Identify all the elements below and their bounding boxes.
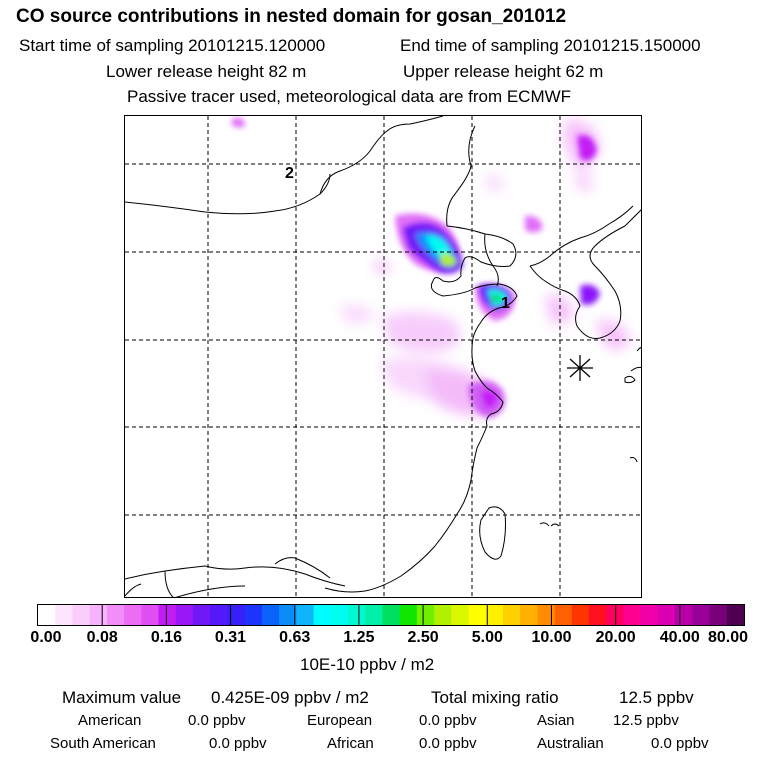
colorbar-swatch bbox=[382, 605, 401, 625]
region-european-value: 0.0 ppbv bbox=[419, 712, 477, 729]
colorbar-swatch bbox=[158, 605, 177, 625]
colorbar-swatch bbox=[675, 605, 693, 625]
colorbar-swatch bbox=[89, 605, 108, 625]
colorbar-swatch bbox=[72, 605, 91, 625]
colorbar-swatch bbox=[192, 605, 211, 625]
chart-title: CO source contributions in nested domain… bbox=[16, 6, 567, 27]
colorbar-swatch bbox=[554, 605, 573, 625]
colorbar-tick-label: 0.00 bbox=[30, 629, 62, 646]
colorbar-swatch bbox=[106, 605, 125, 625]
region-european-label: European bbox=[307, 712, 373, 729]
colorbar-swatch bbox=[313, 605, 332, 625]
colorbar-swatch bbox=[537, 605, 556, 625]
max-value-label: Maximum value bbox=[62, 688, 182, 707]
colorbar-swatch bbox=[55, 605, 73, 625]
region-asian-label: Asian bbox=[537, 712, 575, 729]
colorbar-tick-label: 2.50 bbox=[407, 629, 439, 646]
end-time-label: End time of sampling 20101215.150000 bbox=[400, 36, 701, 55]
colorbar-units: 10E-10 ppbv / m2 bbox=[300, 655, 435, 674]
colorbar-tick-label: 10.00 bbox=[531, 629, 572, 646]
colorbar-swatch bbox=[692, 605, 711, 625]
colorbar-swatch bbox=[451, 605, 469, 625]
colorbar-swatch bbox=[589, 605, 607, 625]
lower-release-label: Lower release height 82 m bbox=[106, 62, 307, 81]
colorbar-swatch bbox=[434, 605, 452, 625]
colorbar-tick-label: 1.25 bbox=[343, 629, 375, 646]
colorbar-swatch bbox=[416, 605, 435, 625]
colorbar-swatch bbox=[141, 605, 160, 625]
colorbar-swatch bbox=[502, 605, 521, 625]
upper-release-label: Upper release height 62 m bbox=[403, 62, 604, 81]
colorbar-swatch bbox=[279, 605, 297, 625]
colorbar-swatch bbox=[709, 605, 728, 625]
colorbar-swatch bbox=[606, 605, 624, 625]
colorbar-tick-label: 20.00 bbox=[595, 629, 636, 646]
region-asian-value: 12.5 ppbv bbox=[613, 712, 679, 729]
receptor-star-icon bbox=[567, 355, 593, 381]
colorbar-tick-label: 0.16 bbox=[150, 629, 182, 646]
colorbar-swatch bbox=[520, 605, 538, 625]
colorbar-swatch bbox=[485, 605, 504, 625]
map-svg: 1 2 bbox=[125, 116, 641, 597]
region-australian-value: 0.0 ppbv bbox=[651, 735, 709, 752]
region-south-american-value: 0.0 ppbv bbox=[209, 735, 267, 752]
map-grid bbox=[125, 116, 641, 597]
max-value: 0.425E-09 ppbv / m2 bbox=[211, 688, 369, 707]
colorbar-swatch bbox=[227, 605, 246, 625]
colorbar-swatch bbox=[244, 605, 263, 625]
colorbar-swatch bbox=[623, 605, 642, 625]
colorbar-tick-label: 0.08 bbox=[86, 629, 118, 646]
region-south-american-label: South American bbox=[50, 735, 156, 752]
colorbar-swatch bbox=[38, 605, 56, 625]
region-american-label: American bbox=[78, 712, 142, 729]
start-time-label: Start time of sampling 20101215.120000 bbox=[19, 36, 326, 55]
total-mixing-value: 12.5 ppbv bbox=[619, 688, 694, 707]
map-label-2: 2 bbox=[285, 165, 294, 182]
region-australian-label: Australian bbox=[537, 735, 604, 752]
region-african-value: 0.0 ppbv bbox=[419, 735, 477, 752]
region-african-label: African bbox=[327, 735, 374, 752]
colorbar-svg bbox=[38, 605, 744, 625]
colorbar-swatch bbox=[124, 605, 142, 625]
colorbar-swatch bbox=[175, 605, 194, 625]
colorbar bbox=[37, 604, 745, 626]
colorbar-swatch bbox=[210, 605, 228, 625]
colorbar-swatch bbox=[330, 605, 349, 625]
colorbar-tick-label: 5.00 bbox=[471, 629, 503, 646]
concentration-field-strong bbox=[403, 223, 510, 310]
colorbar-tick-label: 40.00 bbox=[659, 629, 700, 646]
colorbar-tick-label: 0.63 bbox=[279, 629, 311, 646]
map-label-1: 1 bbox=[501, 295, 510, 312]
colorbar-swatch bbox=[640, 605, 659, 625]
colorbar-swatch bbox=[296, 605, 315, 625]
colorbar-tick-label: 80.00 bbox=[707, 629, 749, 646]
tracer-note: Passive tracer used, meteorological data… bbox=[127, 87, 572, 106]
colorbar-tick-label: 0.31 bbox=[214, 629, 247, 646]
colorbar-swatch bbox=[726, 605, 744, 625]
region-american-value: 0.0 ppbv bbox=[188, 712, 246, 729]
map-panel: 1 2 bbox=[124, 115, 642, 598]
colorbar-swatch bbox=[399, 605, 418, 625]
colorbar-swatch bbox=[468, 605, 487, 625]
coastlines bbox=[125, 116, 641, 597]
colorbar-swatch bbox=[347, 605, 366, 625]
total-mixing-label: Total mixing ratio bbox=[431, 688, 559, 707]
colorbar-swatch bbox=[657, 605, 676, 625]
colorbar-swatch bbox=[365, 605, 383, 625]
colorbar-swatch bbox=[261, 605, 280, 625]
colorbar-swatch bbox=[571, 605, 590, 625]
